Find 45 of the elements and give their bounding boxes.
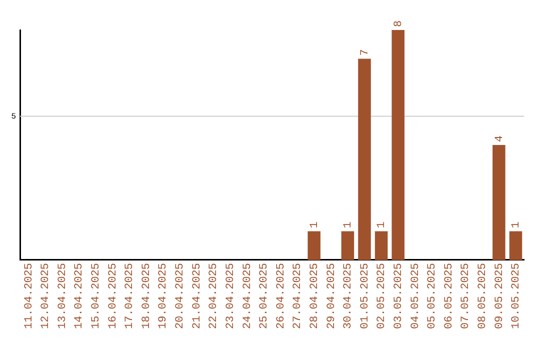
data-label: 4 <box>494 134 506 142</box>
bar <box>492 144 506 260</box>
bar <box>509 231 522 260</box>
x-tick-label: 27.04.2025 <box>292 262 304 330</box>
x-tick-label: 13.04.2025 <box>56 262 69 330</box>
x-tick-label: 15.04.2025 <box>90 262 103 330</box>
x-tick-label: 25.04.2025 <box>258 262 271 330</box>
data-label: 1 <box>376 221 388 228</box>
x-tick-label: 05.05.2025 <box>426 262 439 330</box>
data-label: 1 <box>510 221 523 228</box>
bar <box>374 231 388 260</box>
x-tick-label: 06.05.2025 <box>443 262 456 330</box>
x-tick-label: 12.04.2025 <box>40 262 52 330</box>
x-tick-label: 20.04.2025 <box>174 262 187 330</box>
x-tick-label: 08.05.2025 <box>477 262 490 330</box>
x-tick-label: 14.04.2025 <box>74 262 86 330</box>
ref-line-label: 5 <box>11 112 16 122</box>
x-tick-label: 29.04.2025 <box>326 262 338 330</box>
x-tick-label: 28.04.2025 <box>308 262 321 330</box>
data-label: 1 <box>308 221 321 228</box>
data-label: 1 <box>342 221 355 228</box>
x-tick-label: 19.04.2025 <box>158 262 170 330</box>
x-tick-label: 10.05.2025 <box>510 262 523 330</box>
x-tick-label: 03.05.2025 <box>393 262 406 330</box>
x-tick-label: 24.04.2025 <box>242 262 254 330</box>
bar <box>358 58 371 260</box>
x-tick-label: 01.05.2025 <box>359 262 372 330</box>
bar <box>341 231 354 260</box>
data-label: 7 <box>359 49 372 56</box>
bar <box>308 231 320 260</box>
x-tick-label: 26.04.2025 <box>275 262 288 330</box>
x-tick-label: 09.05.2025 <box>494 262 506 330</box>
x-tick-label: 30.04.2025 <box>342 262 355 330</box>
x-tick-label: 07.05.2025 <box>460 262 472 330</box>
x-tick-label: 11.04.2025 <box>23 262 36 330</box>
x-tick-label: 18.04.2025 <box>140 262 153 330</box>
x-tick-label: 02.05.2025 <box>376 262 388 330</box>
x-tick-label: 17.04.2025 <box>124 262 136 330</box>
x-tick-label: 23.04.2025 <box>224 262 237 330</box>
x-tick-label: 16.04.2025 <box>107 262 120 330</box>
bar <box>392 30 404 260</box>
data-label: 8 <box>393 20 406 27</box>
x-tick-label: 22.04.2025 <box>208 262 220 330</box>
x-tick-label: 21.04.2025 <box>191 262 204 330</box>
x-tick-label: 04.05.2025 <box>410 262 422 330</box>
